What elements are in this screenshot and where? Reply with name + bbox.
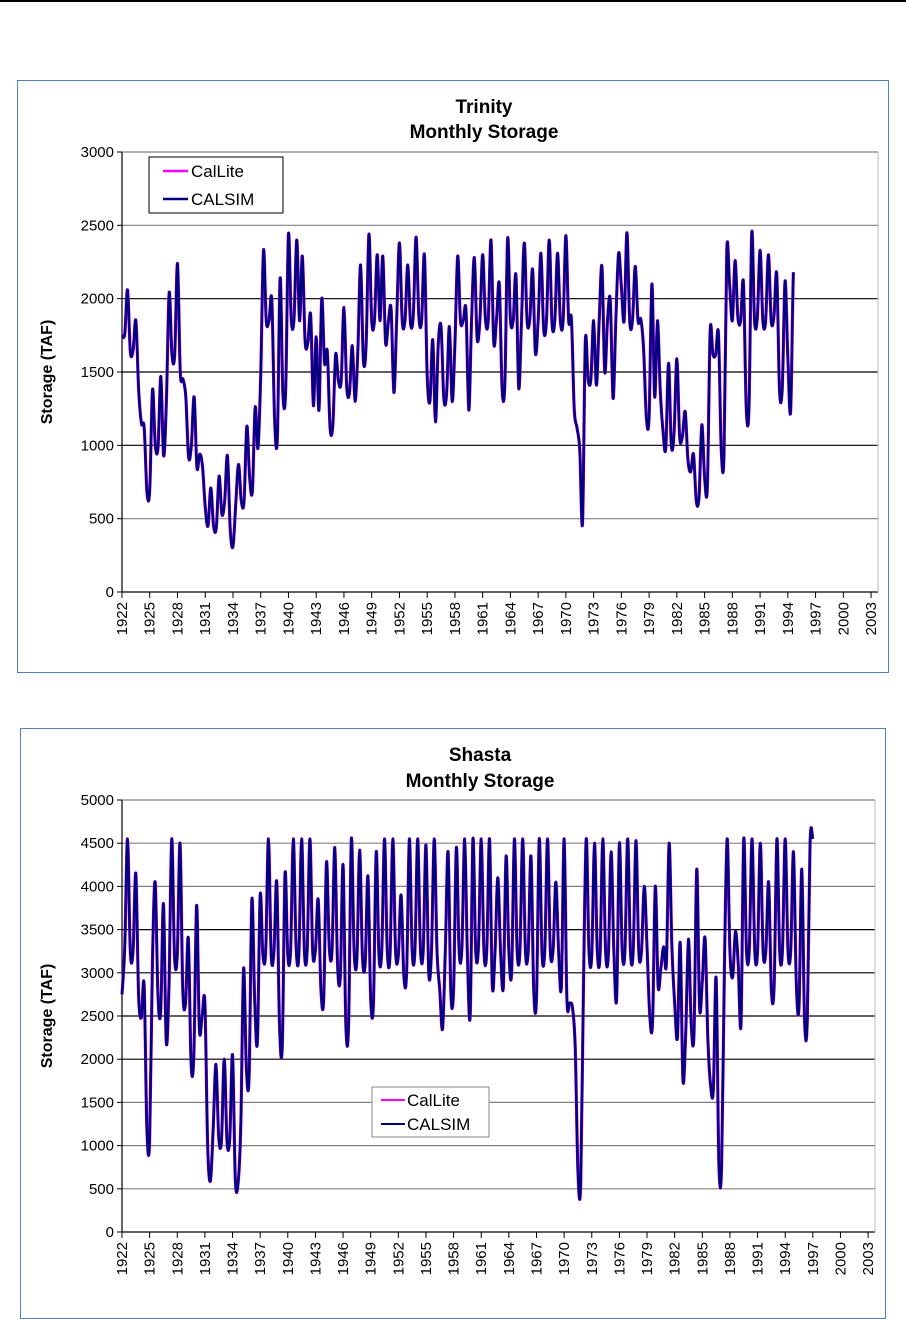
- chart-title-line1: Shasta: [449, 745, 512, 766]
- x-tick-label: 1961: [473, 1242, 490, 1275]
- x-tick-label: 1964: [501, 1242, 518, 1275]
- legend-label-calsim: CALSIM: [407, 1115, 470, 1134]
- x-tick-label: 1928: [169, 1242, 186, 1275]
- legend-label-callite: CalLite: [191, 162, 244, 181]
- y-tick-label: 0: [106, 1224, 114, 1241]
- x-tick-label: 1997: [805, 1242, 822, 1275]
- y-tick-label: 4000: [81, 878, 114, 895]
- y-tick-label: 2000: [81, 1051, 114, 1068]
- y-tick-label: 1000: [81, 437, 114, 454]
- y-tick-label: 2500: [81, 1008, 114, 1025]
- x-tick-label: 2003: [860, 1242, 877, 1275]
- x-tick-label: 1973: [586, 602, 603, 635]
- chart-legend: CalLite CALSIM: [371, 1086, 490, 1138]
- x-tick-label: 1955: [419, 602, 436, 635]
- x-tick-label: 1922: [114, 602, 131, 635]
- x-tick-label: 1931: [197, 1242, 214, 1275]
- x-tick-label: 1961: [475, 602, 492, 635]
- trinity-chart: Trinity Monthly Storage 0 500 1000 1500 2000…: [39, 97, 880, 635]
- x-tick-label: 1982: [667, 1242, 684, 1275]
- chart-title-line1: Trinity: [455, 97, 512, 118]
- x-tick-label: 1967: [530, 602, 547, 635]
- x-tick-label: 1997: [808, 602, 825, 635]
- y-tick-label: 1500: [81, 364, 114, 381]
- x-tick-label: 1979: [639, 1242, 656, 1275]
- x-tick-label: 1982: [669, 602, 686, 635]
- series-line-calsim: [120, 229, 795, 549]
- legend-label-callite: CalLite: [407, 1091, 460, 1110]
- x-tick-label: 1934: [225, 602, 242, 635]
- x-tick-label: 1940: [280, 602, 297, 635]
- x-tick-label: 1985: [697, 602, 714, 635]
- x-tick-label: 1970: [556, 1242, 573, 1275]
- x-tick-label: 1937: [253, 602, 270, 635]
- x-tick-label: 1988: [722, 1242, 739, 1275]
- x-tick-label: 2000: [835, 602, 852, 635]
- series-line-calsim: [120, 826, 815, 1201]
- x-tick-label: 1946: [336, 602, 353, 635]
- x-tick-label: 1946: [335, 1242, 352, 1275]
- x-tick-label: 1949: [363, 1242, 380, 1275]
- chart-title-line2: Monthly Storage: [410, 122, 559, 143]
- x-tick-label: 1988: [724, 602, 741, 635]
- x-tick-label: 1931: [197, 602, 214, 635]
- series-line-callite: [120, 826, 815, 1201]
- x-tick-label: 2000: [832, 1242, 849, 1275]
- chart-legend: CalLite CALSIM: [148, 156, 284, 214]
- x-tick-label: 1943: [307, 1242, 324, 1275]
- legend-box: [371, 1086, 490, 1138]
- y-tick-label: 4500: [81, 835, 114, 852]
- x-tick-label: 1949: [364, 602, 381, 635]
- y-tick-label: 500: [89, 511, 114, 528]
- x-tick-label: 1967: [528, 1242, 545, 1275]
- x-tick-label: 1994: [777, 1242, 794, 1275]
- x-tick-label: 1955: [418, 1242, 435, 1275]
- x-tick-label: 2003: [863, 602, 880, 635]
- x-tick-label: 1958: [446, 1242, 463, 1275]
- legend-box: [148, 156, 284, 214]
- x-tick-label: 1973: [584, 1242, 601, 1275]
- x-tick-label: 1976: [611, 1242, 628, 1275]
- y-tick-label: 2500: [81, 217, 114, 234]
- y-axis-label: Storage (TAF): [39, 320, 56, 425]
- legend-label-calsim: CALSIM: [191, 190, 254, 209]
- y-tick-label: 1500: [81, 1094, 114, 1111]
- y-tick-label: 0: [106, 584, 114, 601]
- x-tick-label: 1925: [142, 602, 159, 635]
- chart-title-line2: Monthly Storage: [406, 771, 555, 792]
- x-tick-label: 1958: [447, 602, 464, 635]
- page-top-rule: [0, 0, 906, 2]
- x-tick-label: 1922: [114, 1242, 131, 1275]
- y-tick-label: 2000: [81, 291, 114, 308]
- x-tick-label: 1940: [280, 1242, 297, 1275]
- y-tick-label: 3500: [81, 922, 114, 939]
- y-tick-label: 3000: [81, 144, 114, 161]
- y-tick-label: 1000: [81, 1138, 114, 1155]
- x-tick-label: 1928: [169, 602, 186, 635]
- x-tick-label: 1937: [252, 1242, 269, 1275]
- y-tick-label: 3000: [81, 965, 114, 982]
- x-tick-label: 1952: [390, 1242, 407, 1275]
- shasta-chart: Shasta Monthly Storage 0 500 1000 1500 2000 2…: [39, 745, 877, 1275]
- x-tick-label: 1985: [694, 1242, 711, 1275]
- x-tick-label: 1925: [142, 1242, 159, 1275]
- x-tick-label: 1976: [613, 602, 630, 635]
- x-tick-label: 1934: [225, 1242, 242, 1275]
- y-tick-label: 5000: [81, 792, 114, 809]
- x-tick-label: 1964: [502, 602, 519, 635]
- x-tick-label: 1994: [780, 602, 797, 635]
- x-tick-label: 1970: [558, 602, 575, 635]
- x-tick-label: 1991: [752, 602, 769, 635]
- x-tick-label: 1952: [391, 602, 408, 635]
- x-tick-label: 1943: [308, 602, 325, 635]
- x-tick-label: 1979: [641, 602, 658, 635]
- y-axis-label: Storage (TAF): [39, 964, 56, 1069]
- y-tick-label: 500: [89, 1181, 114, 1198]
- x-tick-label: 1991: [750, 1242, 767, 1275]
